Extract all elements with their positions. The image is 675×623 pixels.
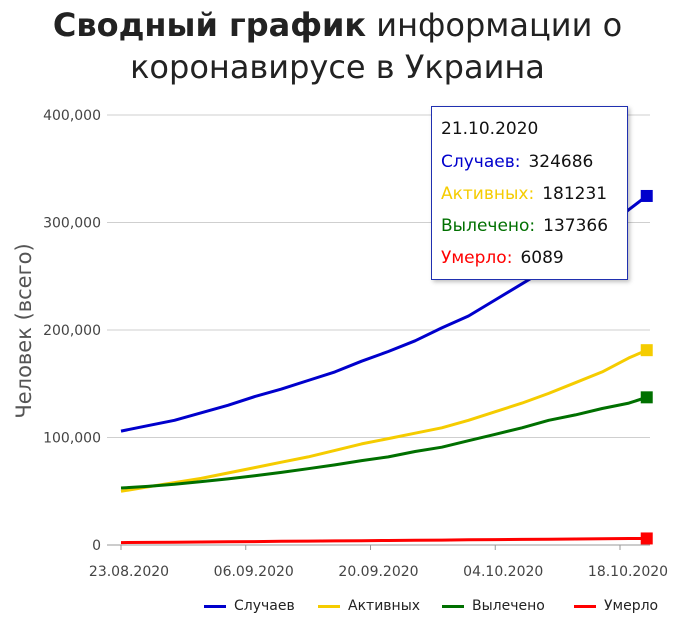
y-axis-label: Человек (всего): [12, 243, 36, 418]
series-marker-3: [640, 532, 653, 545]
tooltip-row-active: Активных: 181231: [441, 184, 607, 204]
x-tick-label-1: 06.09.2020: [214, 564, 294, 580]
legend-swatch-cases: [204, 604, 226, 608]
y-tick-label-2: 200,000: [43, 323, 101, 339]
legend-item-cases[interactable]: Случаев: [204, 598, 295, 614]
x-tick-label-3: 04.10.2020: [463, 564, 543, 580]
series-marker-1: [640, 344, 653, 357]
x-tick-label-4: 18.10.2020: [588, 564, 668, 580]
legend-label-recovered: Вылечено: [472, 598, 545, 614]
tooltip-label-deaths: Умерло:: [441, 248, 513, 268]
title-line2: коронавирусе в Украина: [130, 48, 545, 86]
tooltip-label-recovered: Вылечено:: [441, 216, 536, 236]
y-tick-label-1: 100,000: [43, 431, 101, 447]
legend-swatch-recovered: [442, 604, 464, 608]
tooltip-row-cases: Случаев: 324686: [441, 152, 593, 172]
legend-item-recovered[interactable]: Вылечено: [442, 598, 545, 614]
legend-label-cases: Случаев: [234, 598, 295, 614]
legend-swatch-deaths: [574, 604, 596, 608]
legend-item-active[interactable]: Активных: [318, 598, 420, 614]
tooltip-row-deaths: Умерло: 6089: [441, 248, 564, 268]
tooltip-value-deaths: 6089: [520, 248, 564, 268]
y-tick-label-4: 400,000: [43, 108, 101, 124]
legend-label-deaths: Умерло: [604, 598, 659, 614]
chart-title: Сводный график информации о коронавирусе…: [0, 4, 675, 88]
series-line-1: [120, 348, 648, 493]
tooltip-label-active: Активных:: [441, 184, 535, 204]
series-line-2: [120, 395, 648, 490]
tooltip: 21.10.2020 Случаев: 324686 Активных: 18123…: [431, 106, 628, 280]
legend-swatch-active: [318, 604, 340, 608]
series-line-3: [120, 537, 647, 545]
series-marker-0: [640, 189, 653, 202]
y-tick-label-3: 300,000: [43, 216, 101, 232]
tooltip-label-cases: Случаев:: [441, 152, 521, 172]
x-tick-label-2: 20.09.2020: [338, 564, 418, 580]
tooltip-value-recovered: 137366: [543, 216, 609, 236]
tooltip-value-cases: 324686: [528, 152, 594, 172]
legend-label-active: Активных: [348, 598, 421, 614]
legend: Случаев Активных Вылечено Умерло: [0, 598, 675, 618]
title-normal: информации о: [376, 6, 623, 44]
legend-item-deaths[interactable]: Умерло: [574, 598, 658, 614]
y-tick-label-0: 0: [92, 538, 101, 554]
series-marker-2: [640, 391, 653, 404]
tooltip-date: 21.10.2020: [441, 119, 539, 139]
title-bold: Сводный график: [52, 6, 367, 44]
tooltip-row-recovered: Вылечено: 137366: [441, 216, 608, 236]
tooltip-value-active: 181231: [542, 184, 608, 204]
x-tick-label-0: 23.08.2020: [89, 564, 169, 580]
